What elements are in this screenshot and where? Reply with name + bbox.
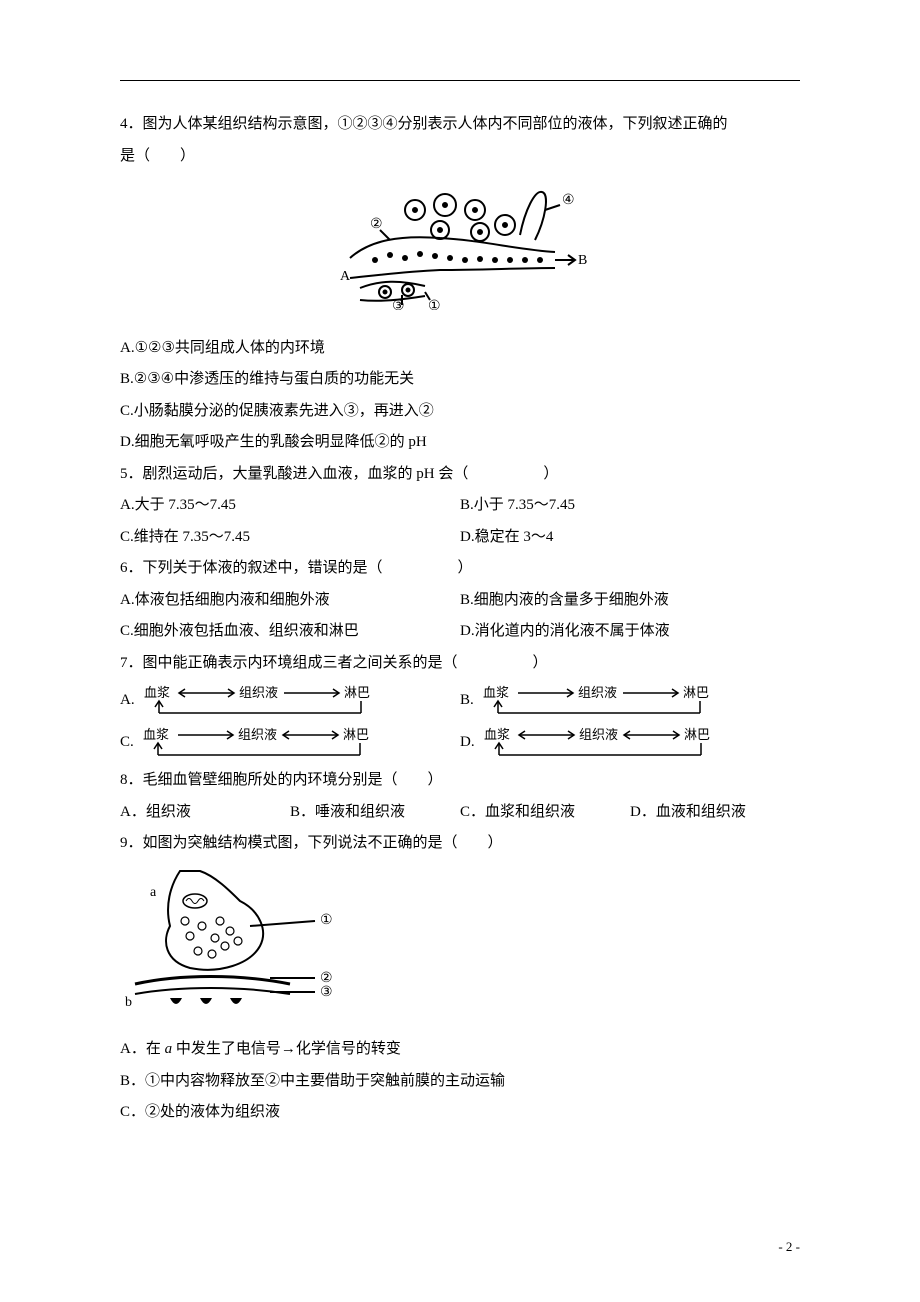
page: 4．图为人体某组织结构示意图，①②③④分别表示人体内不同部位的液体，下列叙述正确… <box>0 0 920 1302</box>
svg-text:③: ③ <box>392 299 405 310</box>
q4-optA: A.①②③共同组成人体的内环境 <box>120 333 800 365</box>
svg-text:组织液: 组织液 <box>579 727 618 742</box>
svg-text:A: A <box>340 269 351 284</box>
q5-optA: A.大于 7.35～7.45 <box>120 490 460 522</box>
svg-text:a: a <box>150 885 157 900</box>
q6-row2: C.细胞外液包括血液、组织液和淋巴 D.消化道内的消化液不属于体液 <box>120 616 800 648</box>
top-rule <box>120 80 800 81</box>
q7-labelD: D. <box>460 727 475 759</box>
svg-text:④: ④ <box>562 193 575 208</box>
q6-stem: 6．下列关于体液的叙述中，错误的是（ ） <box>120 553 800 585</box>
q7-diagram-B: 血浆 组织液 淋巴 <box>478 681 728 721</box>
q4-optB: B.②③④中渗透压的维持与蛋白质的功能无关 <box>120 364 800 396</box>
q5-optD: D.稳定在 3～4 <box>460 522 800 554</box>
q6-optC: C.细胞外液包括血液、组织液和淋巴 <box>120 616 460 648</box>
q8-stem: 8．毛细血管壁细胞所处的内环境分别是（ ） <box>120 765 800 797</box>
svg-text:b: b <box>125 995 132 1010</box>
q9-optA-post: 中发生了电信号→化学信号的转变 <box>172 1041 401 1057</box>
svg-text:B: B <box>578 253 587 268</box>
q5-row1: A.大于 7.35～7.45 B.小于 7.35～7.45 <box>120 490 800 522</box>
svg-text:①: ① <box>320 913 333 928</box>
q6-row1: A.体液包括细胞内液和细胞外液 B.细胞内液的含量多于细胞外液 <box>120 585 800 617</box>
q9-stem: 9．如图为突触结构模式图，下列说法不正确的是（ ） <box>120 828 800 860</box>
q9-optC: C．②处的液体为组织液 <box>120 1097 800 1129</box>
svg-text:淋巴: 淋巴 <box>683 685 709 700</box>
svg-text:②: ② <box>370 217 383 232</box>
q7-diagram-A: 血浆 组织液 淋巴 <box>139 681 389 721</box>
q9-optA-pre: A．在 <box>120 1041 165 1057</box>
q4-optC: C.小肠黏膜分泌的促胰液素先进入③，再进入② <box>120 396 800 428</box>
q7-diagram-C: 血浆 组织液 淋巴 <box>138 723 388 763</box>
svg-text:组织液: 组织液 <box>238 727 277 742</box>
svg-text:血浆: 血浆 <box>144 685 170 700</box>
q8-optC: C．血浆和组织液 <box>460 797 630 829</box>
page-number: - 2 - <box>778 1233 800 1260</box>
q7-labelB: B. <box>460 685 474 717</box>
q9-optA: A．在 a 中发生了电信号→化学信号的转变 <box>120 1034 800 1066</box>
q7-labelC: C. <box>120 727 134 759</box>
svg-text:组织液: 组织液 <box>578 685 617 700</box>
svg-text:淋巴: 淋巴 <box>344 685 370 700</box>
q5-optB: B.小于 7.35～7.45 <box>460 490 800 522</box>
svg-text:①: ① <box>428 299 441 310</box>
svg-text:血浆: 血浆 <box>484 727 510 742</box>
svg-text:血浆: 血浆 <box>483 685 509 700</box>
q9-optB: B．①中内容物释放至②中主要借助于突触前膜的主动运输 <box>120 1066 800 1098</box>
svg-text:淋巴: 淋巴 <box>343 727 369 742</box>
q6-optA: A.体液包括细胞内液和细胞外液 <box>120 585 460 617</box>
q7-diagram-D: 血浆 组织液 淋巴 <box>479 723 729 763</box>
q4-stem-line1: 4．图为人体某组织结构示意图，①②③④分别表示人体内不同部位的液体，下列叙述正确… <box>120 109 800 141</box>
q7-row-cd: C. 血浆 组织液 淋巴 <box>120 723 800 763</box>
q6-optD: D.消化道内的消化液不属于体液 <box>460 616 800 648</box>
q7-stem: 7．图中能正确表示内环境组成三者之间关系的是（ ） <box>120 648 800 680</box>
q4-figure: A B ② ④ ③ ① <box>120 180 800 323</box>
q5-row2: C.维持在 7.35～7.45 D.稳定在 3～4 <box>120 522 800 554</box>
svg-text:③: ③ <box>320 985 333 1000</box>
q4-stem-line2: 是（ ） <box>120 141 800 173</box>
q8-options: A．组织液 B．唾液和组织液 C．血浆和组织液 D．血液和组织液 <box>120 797 800 829</box>
svg-text:②: ② <box>320 971 333 986</box>
q5-stem: 5．剧烈运动后，大量乳酸进入血液，血浆的 pH 会（ ） <box>120 459 800 491</box>
q7-row-ab: A. 血浆 组织液 淋巴 <box>120 681 800 721</box>
q8-optB: B．唾液和组织液 <box>290 797 460 829</box>
q7-labelA: A. <box>120 685 135 717</box>
q8-optA: A．组织液 <box>120 797 290 829</box>
q6-optB: B.细胞内液的含量多于细胞外液 <box>460 585 800 617</box>
q9-figure: a b ① ② ③ <box>120 866 800 1029</box>
svg-text:血浆: 血浆 <box>143 727 169 742</box>
q9-optA-italic: a <box>165 1041 173 1057</box>
svg-text:淋巴: 淋巴 <box>684 727 710 742</box>
q4-optD: D.细胞无氧呼吸产生的乳酸会明显降低②的 pH <box>120 427 800 459</box>
svg-text:组织液: 组织液 <box>239 685 278 700</box>
q8-optD: D．血液和组织液 <box>630 797 800 829</box>
q5-optC: C.维持在 7.35～7.45 <box>120 522 460 554</box>
